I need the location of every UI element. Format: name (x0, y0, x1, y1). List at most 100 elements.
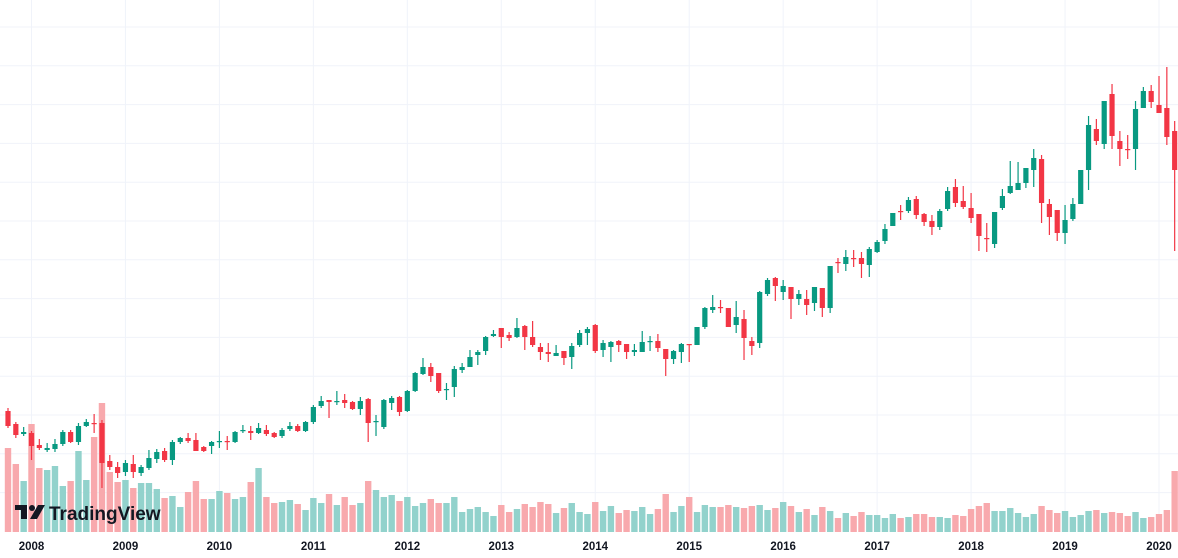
candle-body (537, 347, 544, 352)
candle-body (819, 288, 825, 308)
candle-body (608, 342, 614, 347)
candle-down (193, 433, 199, 451)
volume-bar (357, 503, 364, 532)
candle-body (185, 438, 191, 441)
volume-bar (552, 513, 560, 532)
candle-body (130, 464, 136, 472)
candle-down (1125, 135, 1131, 159)
candle-body (694, 327, 700, 345)
candle-up (483, 336, 489, 355)
candle-body (240, 430, 246, 432)
candle-up (154, 449, 160, 463)
x-tick-label: 2008 (19, 541, 45, 553)
candle-up (1062, 205, 1068, 244)
candle-down (545, 343, 551, 362)
candle-body (655, 341, 661, 348)
candle-down (537, 343, 544, 360)
volume-bar (380, 497, 388, 532)
volume-bar (1007, 508, 1014, 532)
volume-bar (482, 512, 489, 532)
volume-bar (224, 493, 231, 532)
volume-bar (145, 483, 153, 532)
candle-body (788, 287, 794, 299)
volume-bar (318, 503, 325, 532)
time-axis[interactable]: 2008 2009 2010 2011 2012 2013 2014 2015 2016 2017… (19, 541, 1172, 553)
volume-bar (521, 504, 528, 532)
candle-down (1164, 67, 1170, 145)
candle-down (506, 332, 512, 341)
candle-down (749, 337, 755, 355)
candle-body (522, 326, 528, 337)
candle-up (890, 213, 896, 226)
volume-bar (1132, 512, 1139, 532)
volume-bar (513, 509, 521, 532)
volume-bar (372, 490, 380, 532)
volume-series (4, 403, 1178, 532)
tradingview-logo[interactable]: TradingView (15, 504, 161, 525)
candle-down (788, 287, 794, 319)
candle-up (937, 209, 943, 230)
candle-body (1164, 108, 1170, 137)
volume-bar (1108, 512, 1116, 532)
candle-down (1172, 121, 1178, 251)
candle-up (702, 307, 708, 329)
volume-bar (75, 451, 82, 532)
candle-body (1046, 204, 1052, 217)
candle-down (913, 196, 919, 219)
candle-body (960, 201, 966, 207)
volume-bar (545, 504, 552, 532)
candle-body (349, 402, 356, 409)
candle-body (1023, 168, 1029, 183)
candle-body (21, 432, 27, 434)
candle-up (553, 345, 559, 356)
candle-down (835, 258, 841, 273)
candle-up (905, 197, 912, 213)
volume-bar (286, 500, 294, 532)
candle-body (1031, 158, 1037, 170)
candle-down (984, 223, 990, 252)
candle-body (208, 442, 215, 446)
candle-up (240, 425, 246, 433)
x-tick-label: 2018 (958, 541, 984, 553)
candle-body (913, 199, 919, 215)
volume-bar (826, 511, 834, 532)
candle-up (678, 343, 684, 363)
candle-body (302, 422, 309, 431)
candle-up (21, 427, 27, 436)
candle-down (616, 340, 622, 352)
candle-up (75, 423, 82, 445)
candle-body (851, 258, 857, 260)
candle-body (498, 328, 504, 337)
volume-bar (944, 518, 951, 532)
volume-bar (1171, 471, 1178, 532)
candle-body (263, 430, 269, 434)
candle-down (819, 288, 825, 317)
candle-up (287, 422, 293, 431)
candle-up (334, 391, 340, 405)
candle-body (318, 401, 324, 406)
candle-body (357, 401, 363, 409)
volume-bar (247, 482, 254, 532)
x-tick-label: 2020 (1146, 541, 1172, 553)
x-tick-label: 2016 (770, 541, 796, 553)
candle-up (60, 430, 66, 446)
candle-body (937, 211, 943, 227)
candle-up (757, 291, 763, 348)
volume-bar (568, 503, 575, 532)
x-tick-label: 2014 (582, 541, 608, 553)
candle-body (475, 352, 481, 355)
volume-bar (1101, 513, 1108, 532)
candle-body (984, 238, 990, 240)
candle-body (952, 187, 959, 203)
x-tick-label: 2012 (395, 541, 421, 553)
candle-body (991, 212, 998, 244)
candle-body (295, 426, 301, 431)
volume-bar (991, 511, 998, 532)
volume-bar (12, 464, 20, 532)
candle-up (882, 224, 888, 244)
candle-down (592, 324, 598, 353)
volume-bar (858, 512, 865, 532)
candle-down (498, 328, 504, 348)
candle-body (811, 287, 818, 303)
